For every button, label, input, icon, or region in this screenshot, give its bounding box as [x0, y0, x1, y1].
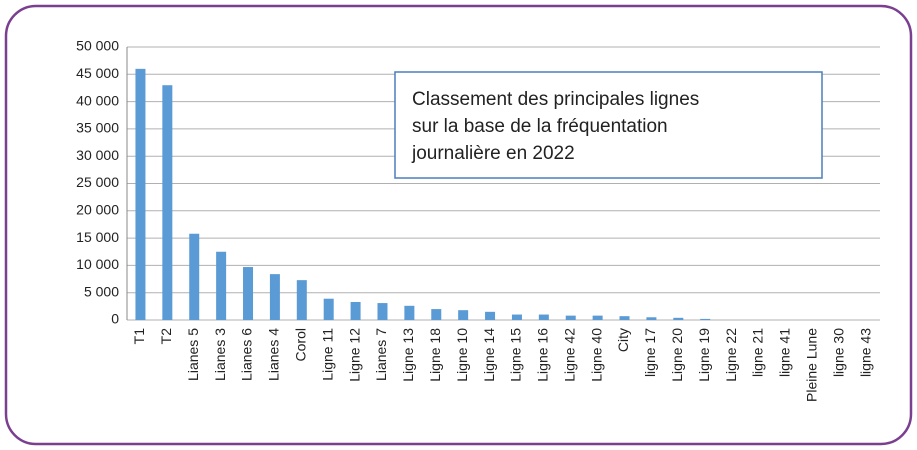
x-tick-label: ligne 30 — [830, 328, 846, 377]
bar — [619, 316, 630, 320]
x-tick-label: ligne 43 — [857, 328, 873, 377]
x-tick-label: ligne 17 — [642, 328, 658, 377]
bar — [243, 267, 254, 320]
x-tick-label: City — [615, 328, 631, 352]
bar — [269, 274, 280, 320]
x-tick-label: Lianes 4 — [266, 328, 282, 381]
y-tick-label: 25 000 — [76, 174, 119, 190]
x-tick-label: T2 — [158, 328, 174, 345]
bar — [538, 314, 549, 320]
bar — [350, 301, 361, 320]
x-tick-label: Pleine Lune — [803, 328, 819, 402]
bar — [323, 298, 334, 320]
bar — [189, 233, 200, 320]
bar — [431, 309, 442, 320]
y-tick-label: 20 000 — [76, 202, 119, 218]
bar — [511, 314, 522, 320]
x-tick-label: Ligne 18 — [427, 328, 443, 382]
x-tick-label: Ligne 19 — [696, 328, 712, 382]
x-tick-label: T1 — [131, 328, 147, 345]
x-tick-label: Ligne 40 — [588, 328, 604, 382]
x-tick-label: Ligne 13 — [400, 328, 416, 382]
y-tick-label: 0 — [111, 311, 119, 327]
bar — [592, 315, 603, 320]
x-tick-label: Ligne 16 — [535, 328, 551, 382]
x-tick-label: ligne 41 — [777, 328, 793, 377]
bar — [485, 311, 496, 320]
bar — [565, 315, 576, 320]
y-tick-label: 40 000 — [76, 92, 119, 108]
x-tick-label: Ligne 42 — [561, 328, 577, 382]
annotation-box — [394, 71, 823, 179]
annotation: sur la base de la fréquentation — [412, 116, 668, 137]
x-tick-label: Ligne 14 — [481, 328, 497, 382]
x-tick-label: Lianes 6 — [239, 328, 255, 381]
y-tick-label: 5 000 — [84, 283, 119, 299]
x-tick-label: Ligne 11 — [319, 328, 335, 381]
x-tick-label: Ligne 10 — [454, 328, 470, 382]
bar — [135, 68, 146, 320]
bar — [646, 317, 657, 320]
y-tick-label: 45 000 — [76, 65, 119, 81]
x-tick-label: Ligne 22 — [723, 328, 739, 382]
y-tick-label: 35 000 — [76, 120, 119, 136]
x-tick-label: Ligne 12 — [346, 328, 362, 382]
bar — [377, 303, 388, 320]
annotation: journalière en 2022 — [411, 143, 575, 164]
x-tick-label: Corol — [293, 328, 309, 361]
bar — [216, 251, 227, 320]
x-tick-label: Lianes 7 — [373, 328, 389, 381]
bar — [162, 85, 173, 320]
y-tick-label: 30 000 — [76, 147, 119, 163]
bar — [700, 318, 711, 320]
bar — [458, 310, 469, 320]
annotation: Classement des principales lignes — [412, 89, 699, 110]
x-tick-label: ligne 21 — [750, 328, 766, 377]
x-tick-label: Lianes 3 — [212, 328, 228, 381]
x-tick-label: Ligne 20 — [669, 328, 685, 382]
y-tick-label: 50 000 — [76, 38, 119, 54]
x-tick-label: Ligne 15 — [508, 328, 524, 382]
y-tick-label: 10 000 — [76, 256, 119, 272]
y-tick-label: 15 000 — [76, 229, 119, 245]
bar — [296, 280, 307, 320]
bar — [673, 317, 684, 320]
x-tick-label: Lianes 5 — [185, 328, 201, 381]
bar — [404, 305, 415, 320]
